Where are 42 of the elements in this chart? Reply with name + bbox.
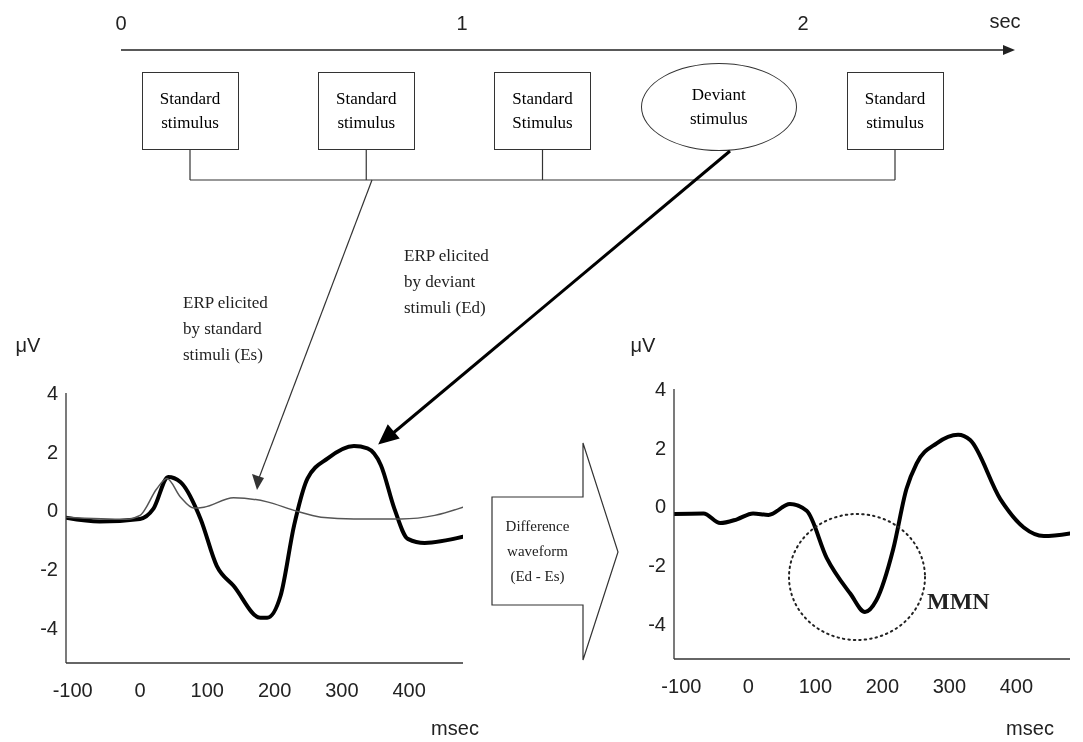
y-tick-label: 2 [654, 436, 666, 459]
annotation: MMN [927, 588, 990, 615]
y-tick-label: 2 [46, 440, 58, 463]
text: Deviant stimulus [688, 84, 749, 130]
text: sec [989, 10, 1021, 32]
text: Standard stimulus [158, 88, 222, 134]
x-tick-label: 200 [865, 675, 900, 698]
x-tick-label: 0 [134, 679, 146, 702]
x-tick-label: 200 [257, 679, 292, 702]
y-tick-label: 0 [654, 495, 666, 518]
y-tick-label: 0 [46, 499, 58, 522]
x-tick-label: 0 [742, 675, 754, 698]
text: Standard stimulus [335, 88, 398, 134]
x-tick-label: 300 [932, 675, 967, 698]
y-tick-label: 4 [46, 382, 58, 405]
line-series [66, 444, 463, 620]
category-label: 0 [115, 12, 127, 34]
x-tick-label: 400 [999, 675, 1034, 698]
x-tick-label: 300 [325, 679, 359, 702]
x-tick-label: 100 [798, 675, 833, 698]
y-axis-title: μV [630, 333, 656, 357]
y-tick-label: -4 [40, 616, 58, 639]
text: Difference waveform (Ed - Es) [504, 516, 571, 586]
text: ERP elicited by deviant stimuli (Ed) [404, 245, 490, 319]
text: Standard stimulus [863, 88, 927, 134]
y-tick-label: -4 [648, 612, 666, 635]
y-tick-label: 4 [654, 378, 666, 401]
x-tick-label: 100 [190, 679, 224, 702]
x-tick-label: 400 [392, 679, 426, 702]
y-axis-title: μV [15, 333, 41, 357]
line-series [66, 477, 463, 520]
x-axis-title: msec [431, 716, 479, 740]
text: ERP elicited by standard stimuli (Es) [183, 292, 269, 366]
x-tick-label: -100 [52, 679, 93, 702]
x-tick-label: -100 [661, 675, 702, 698]
category-label: 2 [797, 12, 809, 34]
text: Standard Stimulus [511, 88, 574, 134]
y-tick-label: -2 [648, 554, 666, 577]
line-series [674, 432, 1070, 615]
x-axis-title: msec [1006, 716, 1054, 740]
category-label: 1 [456, 12, 468, 34]
y-tick-label: -2 [40, 558, 58, 581]
